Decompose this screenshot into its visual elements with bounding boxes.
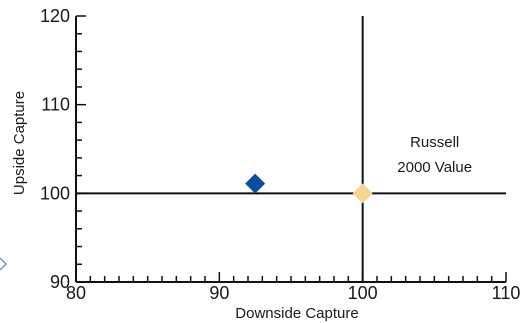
x-axis-title: Downside Capture <box>235 305 358 322</box>
corner-marker <box>0 257 7 271</box>
y-tick-label: 90 <box>50 272 70 292</box>
y-tick-label: 120 <box>40 6 70 26</box>
y-tick-label: 110 <box>41 95 70 115</box>
y-tick-label: 100 <box>40 183 70 203</box>
x-tick-labels: 80 90 100 110 <box>66 283 520 303</box>
y-tick-labels: 90 100 110 120 <box>40 6 70 292</box>
x-tick-label: 90 <box>209 283 229 303</box>
x-tick-label: 100 <box>348 283 378 303</box>
y-axis-title: Upside Capture <box>11 91 28 195</box>
x-tick-label: 110 <box>492 283 521 303</box>
data-point-2 <box>352 183 373 204</box>
annotation-line-1: Russell <box>410 134 459 151</box>
x-tick-label: 80 <box>66 283 86 303</box>
annotation-line-2: 2000 Value <box>397 159 472 176</box>
data-point-1 <box>245 173 266 194</box>
data-points <box>245 173 373 204</box>
